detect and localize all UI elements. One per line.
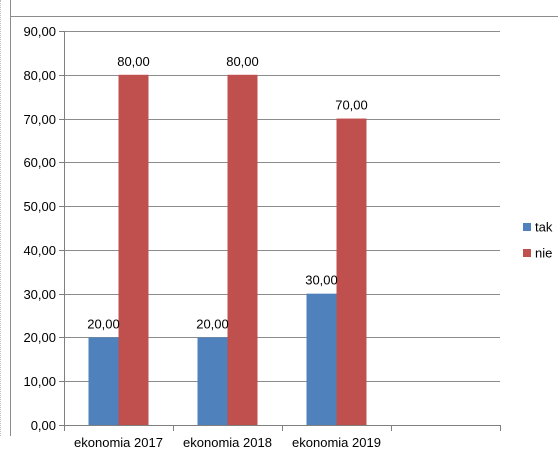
y-tick-labels: 0,00 10,00 20,00 30,00 40,00 50,00 60,00 70,00 8… — [23, 24, 56, 433]
y-tick-label: 80,00 — [23, 68, 56, 83]
legend-label: nie — [535, 246, 552, 261]
y-tick-label: 60,00 — [23, 155, 56, 170]
y-tick-label: 20,00 — [23, 330, 56, 345]
bar-tak — [197, 337, 228, 425]
bar-nie — [227, 74, 258, 426]
chart-top-border — [10, 16, 558, 17]
data-label: 20,00 — [87, 316, 120, 331]
y-tick-label: 50,00 — [23, 199, 56, 214]
legend-label: tak — [535, 220, 553, 235]
x-tick-labels: ekonomia 2017 ekonomia 2018 ekonomia 2019 — [74, 435, 381, 450]
bar-nie — [118, 74, 149, 426]
y-tick-label: 40,00 — [23, 243, 56, 258]
legend: tak nie — [523, 220, 553, 261]
bars — [88, 74, 367, 426]
data-label: 80,00 — [226, 54, 259, 69]
x-tick-label: ekonomia 2017 — [74, 435, 163, 450]
x-tick-label: ekonomia 2018 — [183, 435, 272, 450]
x-tick-label: ekonomia 2019 — [292, 435, 381, 450]
data-labels: 20,00 80,00 20,00 80,00 30,00 70,00 — [87, 54, 368, 332]
y-tick-label: 90,00 — [23, 24, 56, 39]
bar-nie — [336, 118, 367, 426]
y-tick-label: 10,00 — [23, 374, 56, 389]
legend-swatch-nie — [523, 249, 531, 257]
bar-tak — [88, 337, 119, 425]
legend-swatch-tak — [523, 223, 531, 231]
data-label: 70,00 — [335, 98, 368, 113]
data-label: 80,00 — [117, 54, 150, 69]
y-tick-label: 30,00 — [23, 287, 56, 302]
y-tick-label: 0,00 — [31, 418, 56, 433]
data-label: 20,00 — [196, 316, 229, 331]
chart-left-border — [10, 0, 11, 436]
axes — [59, 31, 501, 431]
page-edge — [0, 0, 1, 436]
data-label: 30,00 — [305, 273, 338, 288]
bar-tak — [306, 293, 337, 425]
y-tick-label: 70,00 — [23, 112, 56, 127]
